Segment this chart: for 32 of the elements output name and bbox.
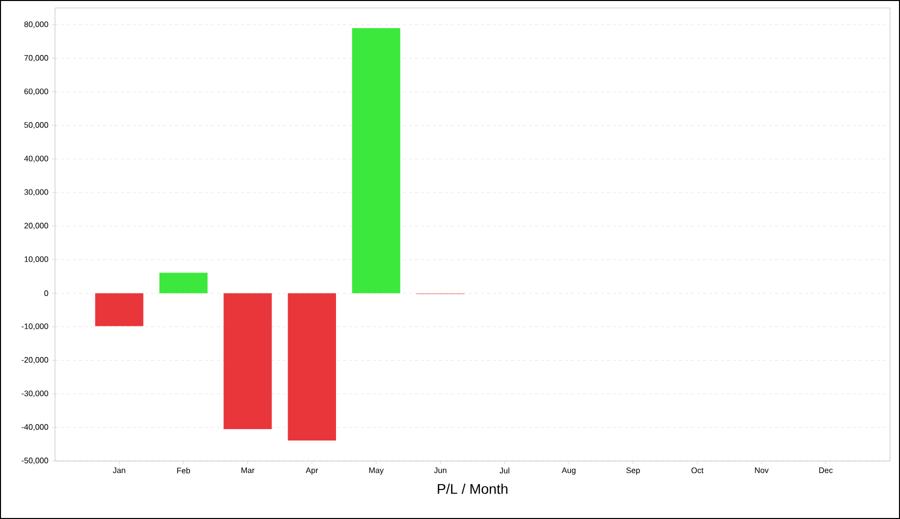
y-tick-label: 10,000 [24, 256, 48, 263]
bar [95, 293, 144, 326]
x-tick-label: May [369, 468, 384, 475]
y-tick-label: 0 [44, 290, 48, 296]
y-tick-label: -20,000 [22, 357, 48, 364]
y-tick-label: -30,000 [22, 390, 48, 398]
y-tick-label: -40,000 [22, 424, 48, 431]
x-tick-label: Sep [626, 468, 640, 475]
bar [352, 28, 400, 294]
bar [224, 293, 272, 430]
y-tick-label: 30,000 [24, 189, 48, 196]
bar [288, 293, 336, 441]
x-tick-label: Aug [562, 468, 576, 475]
x-tick-label: Jun [434, 468, 446, 474]
x-tick-label: Jul [500, 468, 510, 474]
x-tick-label: Nov [755, 468, 769, 474]
y-tick-label: 60,000 [24, 88, 48, 96]
y-tick-label: 20,000 [24, 222, 48, 230]
x-tick-label: Dec [819, 468, 833, 474]
y-tick-label: 50,000 [24, 122, 48, 129]
x-tick-label: Mar [241, 468, 254, 474]
bar [159, 272, 208, 294]
x-tick-label: Oct [691, 468, 704, 474]
y-tick-label: 40,000 [24, 156, 48, 162]
x-tick-label: Feb [177, 468, 190, 474]
y-tick-label: -10,000 [22, 323, 48, 330]
x-axis-title: P/L / Month [438, 484, 508, 494]
y-tick-label: 80,000 [24, 21, 48, 28]
x-tick-label: Jan [112, 468, 126, 474]
y-tick-label: 70,000 [24, 55, 48, 62]
x-tick-label: Apr [306, 468, 318, 475]
y-tick-label: -50,000 [22, 458, 48, 464]
